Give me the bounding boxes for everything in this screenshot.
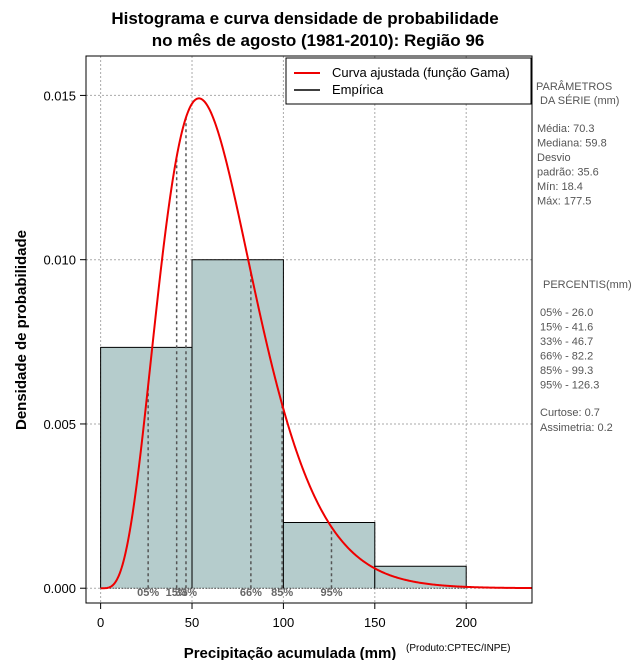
bar-1 [192,259,284,589]
bar-3 [374,566,467,589]
percentis-header: PERCENTIS(mm) [543,279,632,291]
percentile-label-05%: 05% [137,587,159,599]
y-tick-label-2: 0.010 [43,253,76,268]
x-tick-label-2: 100 [273,615,295,630]
x-tick-label-0: 0 [97,615,104,630]
percentile-lines: 05% 15%33% 66% 85% 95% [137,117,343,599]
stat-2: Desvio [537,152,571,164]
params-header-1: PARÂMETROS [536,80,612,93]
percentile-label-15%: 15% [166,587,188,599]
percentile-label-85%: 85% [271,587,293,599]
x-tick-label-4: 200 [455,615,477,630]
stat-0: Média: 70.3 [537,123,594,135]
stat-3: padrão: 35.6 [537,167,599,179]
bar-outline-1 [191,259,284,589]
gamma-curve-group [100,97,533,590]
y-tick-label-0: 0.000 [43,581,76,596]
x-tick-label-3: 150 [364,615,386,630]
percentile-label-66%: 66% [240,587,262,599]
credit-text: (Produto:CPTEC/INPE) [406,643,510,654]
x-tick-label-1: 50 [185,615,199,630]
percentil-0: 05% - 26.0 [540,307,593,319]
bar-2 [283,522,375,589]
percentil-3: 66% - 82.2 [540,351,593,363]
extra-0: Curtose: 0.7 [540,407,600,419]
percentil-5: 95% - 126.3 [540,380,599,392]
chart-title-line1: Histograma e curva densidade de probabil… [111,9,498,28]
bar-0 [100,347,193,589]
histogram-bars [100,259,467,589]
legend: Curva ajustada (função Gama) Empírica [285,57,532,105]
params-header-2: DA SÉRIE (mm) [540,94,619,107]
stat-5: Máx: 177.5 [537,196,591,208]
percentile-label-95%: 95% [320,587,342,599]
y-tick-label-3: 0.015 [43,88,76,103]
bar-outline-3 [374,565,467,589]
percentile-label-33%: 33% [175,587,197,599]
y-axis: 0.000 0.005 0.010 0.015 [43,88,86,596]
percentil-2: 33% - 46.7 [540,336,593,348]
percentil-1: 15% - 41.6 [540,322,593,334]
x-axis: 0 50 100 150 200 [97,603,477,630]
stat-4: Mín: 18.4 [537,181,583,193]
plot-frame [85,55,533,604]
gamma-curve [100,97,533,590]
x-axis-label: Precipitação acumulada (mm) [184,645,397,660]
legend-entry-gamma: Curva ajustada (função Gama) [332,65,510,80]
chart-title-line2: no mês de agosto (1981-2010): Região 96 [152,31,485,50]
y-axis-label: Densidade de probabilidade [13,230,30,430]
y-tick-label-1: 0.005 [43,417,76,432]
legend-entry-empirica: Empírica [332,82,384,97]
stat-1: Mediana: 59.8 [537,138,607,150]
percentil-4: 85% - 99.3 [540,365,593,377]
extra-1: Assimetria: 0.2 [540,422,613,434]
legend-box [285,57,532,105]
